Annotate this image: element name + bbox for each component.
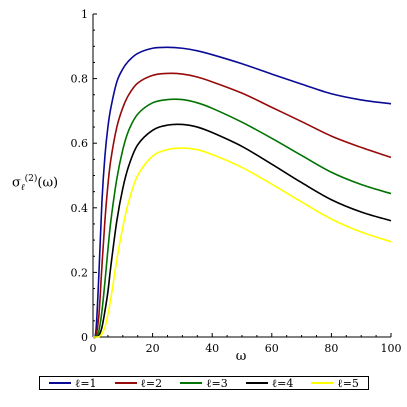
- x-tick-label: 60: [265, 342, 279, 355]
- x-tick-label: 20: [146, 342, 160, 355]
- series-line-1: [92, 46, 392, 339]
- legend-label: ℓ=2: [140, 376, 163, 390]
- legend-swatch: [49, 382, 72, 384]
- y-axis-title-sup: (2): [24, 174, 38, 184]
- legend-item-2: ℓ=2: [114, 376, 163, 390]
- x-tick-label: 100: [381, 342, 402, 355]
- legend-swatch: [245, 382, 268, 384]
- legend-swatch: [114, 382, 137, 384]
- x-tick-label: 80: [324, 342, 338, 355]
- legend-label: ℓ=1: [75, 376, 97, 390]
- y-axis-title-sub: ℓ: [20, 182, 25, 193]
- legend-item-4: ℓ=4: [245, 376, 294, 390]
- y-tick-label: 0.2: [71, 266, 89, 279]
- series-line-3: [92, 98, 392, 339]
- legend-label: ℓ=3: [206, 376, 228, 390]
- y-tick-label: 0.4: [71, 202, 89, 215]
- y-axis-title-arg: (ω): [37, 175, 59, 191]
- y-axis-title: σℓ(2)(ω): [12, 174, 58, 193]
- legend-item-3: ℓ=3: [180, 376, 228, 390]
- series-line-4: [92, 123, 392, 338]
- legend-swatch: [311, 382, 334, 384]
- legend: ℓ=1 ℓ=2 ℓ=3 ℓ=4 ℓ=5: [39, 376, 369, 390]
- legend-item-1: ℓ=1: [49, 376, 97, 390]
- series-layer: [92, 46, 392, 339]
- x-tick-label: 0: [90, 342, 97, 355]
- series-line-2: [92, 72, 392, 339]
- x-tick-label: 40: [205, 342, 219, 355]
- legend-label: ℓ=4: [271, 376, 294, 390]
- y-tick-label: 1: [81, 8, 88, 21]
- legend-swatch: [180, 382, 203, 384]
- y-tick-label: 0.6: [71, 137, 89, 150]
- legend-label: ℓ=5: [337, 376, 359, 390]
- y-tick-label: 0.8: [71, 73, 89, 86]
- series-line-5: [92, 147, 392, 338]
- y-axis-title-base: σ: [12, 175, 21, 191]
- axes: 0 20 40 60 80 100 0 0.2 0.4 0.6 0.8 1: [71, 8, 402, 355]
- y-tick-label: 0: [81, 331, 88, 344]
- x-axis-title: ω: [236, 349, 247, 364]
- legend-item-5: ℓ=5: [311, 376, 359, 390]
